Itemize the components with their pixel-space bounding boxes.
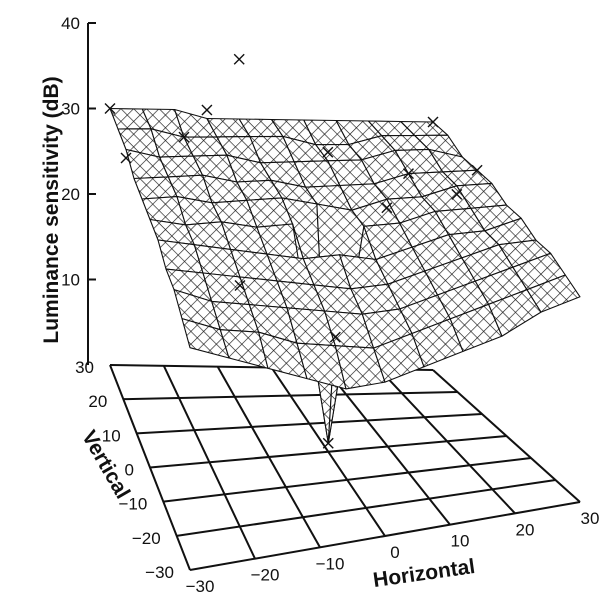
- y-tick-label-3: 0: [125, 461, 134, 480]
- data-marker-2: [104, 103, 116, 114]
- x-tick-label-0: −30: [186, 577, 215, 593]
- floor-grid-line-y-1: [176, 479, 556, 537]
- x-tick-label-1: −20: [251, 566, 280, 585]
- data-marker-4: [201, 104, 213, 116]
- data-marker-11: [381, 202, 393, 214]
- data-marker-7: [451, 188, 463, 200]
- z-tick-label-2: 30: [61, 100, 80, 119]
- data-marker-5: [322, 146, 334, 158]
- data-marker-12: [329, 331, 341, 343]
- y-tick-label-1: −20: [132, 529, 161, 548]
- data-marker-1: [233, 53, 245, 65]
- x-tick-label-4: 10: [451, 532, 470, 551]
- data-marker-8: [427, 116, 439, 128]
- z-tick-label-0: 10: [61, 271, 80, 290]
- surface-cell: [526, 274, 581, 313]
- y-tick-label-6: 30: [75, 358, 94, 377]
- z-tick-label-1: 20: [61, 185, 80, 204]
- data-marker-9: [471, 164, 483, 176]
- x-tick-label-3: 0: [390, 543, 399, 562]
- z-axis: [87, 22, 96, 365]
- sensitivity-surface-mesh: [109, 107, 581, 444]
- floor-grid-line-y-2: [163, 457, 532, 503]
- z-axis-title: Luminance sensitivity (dB): [40, 76, 63, 343]
- x-tick-label-2: −10: [316, 554, 345, 573]
- x-tick-label-5: 20: [516, 520, 535, 539]
- floor-grid-line-y-5: [123, 391, 458, 401]
- horizontal-axis-title: Horizontal: [372, 555, 477, 592]
- data-marker-3: [178, 131, 190, 143]
- y-tick-label-0: −30: [145, 563, 174, 582]
- data-marker-13: [234, 280, 246, 292]
- data-marker-0: [322, 437, 334, 449]
- data-marker-6: [402, 168, 414, 180]
- z-tick-label-3: 40: [61, 14, 80, 33]
- floor-grid-line-y-0: [189, 501, 581, 571]
- floor-grid: [109, 364, 581, 571]
- floor-grid-line-y-3: [149, 435, 507, 469]
- x-tick-label-6: 30: [581, 509, 600, 528]
- y-tick-label-2: −10: [118, 495, 147, 514]
- data-marker-10: [120, 152, 132, 164]
- floor-grid-line-y-4: [136, 413, 483, 435]
- measurement-markers: [104, 53, 483, 449]
- y-tick-label-5: 20: [88, 392, 107, 411]
- y-tick-label-4: 10: [102, 426, 121, 445]
